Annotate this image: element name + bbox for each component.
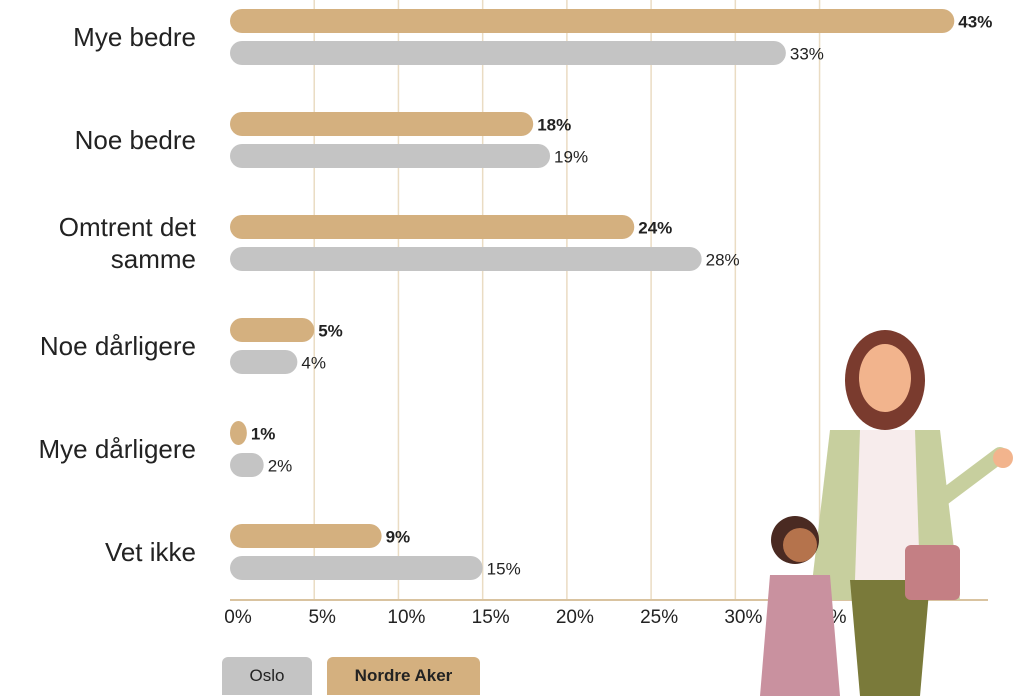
value-label: 4% — [301, 353, 326, 372]
value-label: 19% — [554, 147, 588, 166]
value-label: 9% — [386, 527, 411, 546]
category-label: Mye dårligere — [38, 434, 196, 464]
value-label: 24% — [638, 218, 672, 237]
value-label: 1% — [251, 424, 276, 443]
x-tick-label: 10% — [387, 607, 425, 628]
bar — [230, 318, 315, 342]
category-label: Noe bedre — [74, 125, 196, 155]
x-tick-label: 5% — [308, 607, 336, 628]
bar — [230, 524, 382, 548]
bar — [230, 247, 702, 271]
value-label: 15% — [487, 559, 521, 578]
bar — [230, 215, 635, 239]
bar — [230, 421, 247, 445]
bar — [230, 350, 298, 374]
bar — [230, 112, 534, 136]
bar — [230, 41, 786, 65]
legend-item[interactable]: Nordre Aker — [327, 657, 480, 695]
x-tick-label: 0% — [224, 607, 252, 628]
value-label: 33% — [790, 44, 824, 63]
legend-item[interactable]: Oslo — [222, 657, 312, 695]
category-label: Omtrent det samme — [58, 212, 196, 274]
category-label: Mye bedre — [73, 22, 196, 52]
x-tick-label: 30% — [724, 607, 762, 628]
value-label: 18% — [537, 115, 571, 134]
category-label: Vet ikke — [104, 537, 196, 567]
x-tick-label: 15% — [472, 607, 510, 628]
bar — [230, 9, 955, 33]
value-label: 5% — [318, 321, 343, 340]
x-tick-label: 25% — [640, 607, 678, 628]
category-label: Noe dårligere — [39, 331, 196, 361]
value-label: 2% — [268, 456, 293, 475]
bar — [230, 144, 551, 168]
bar — [230, 556, 483, 580]
x-tick-label: 20% — [556, 607, 594, 628]
x-tick-label: 35% — [809, 607, 847, 628]
value-label: 43% — [958, 12, 992, 31]
bar — [230, 453, 264, 477]
value-label: 28% — [706, 250, 740, 269]
